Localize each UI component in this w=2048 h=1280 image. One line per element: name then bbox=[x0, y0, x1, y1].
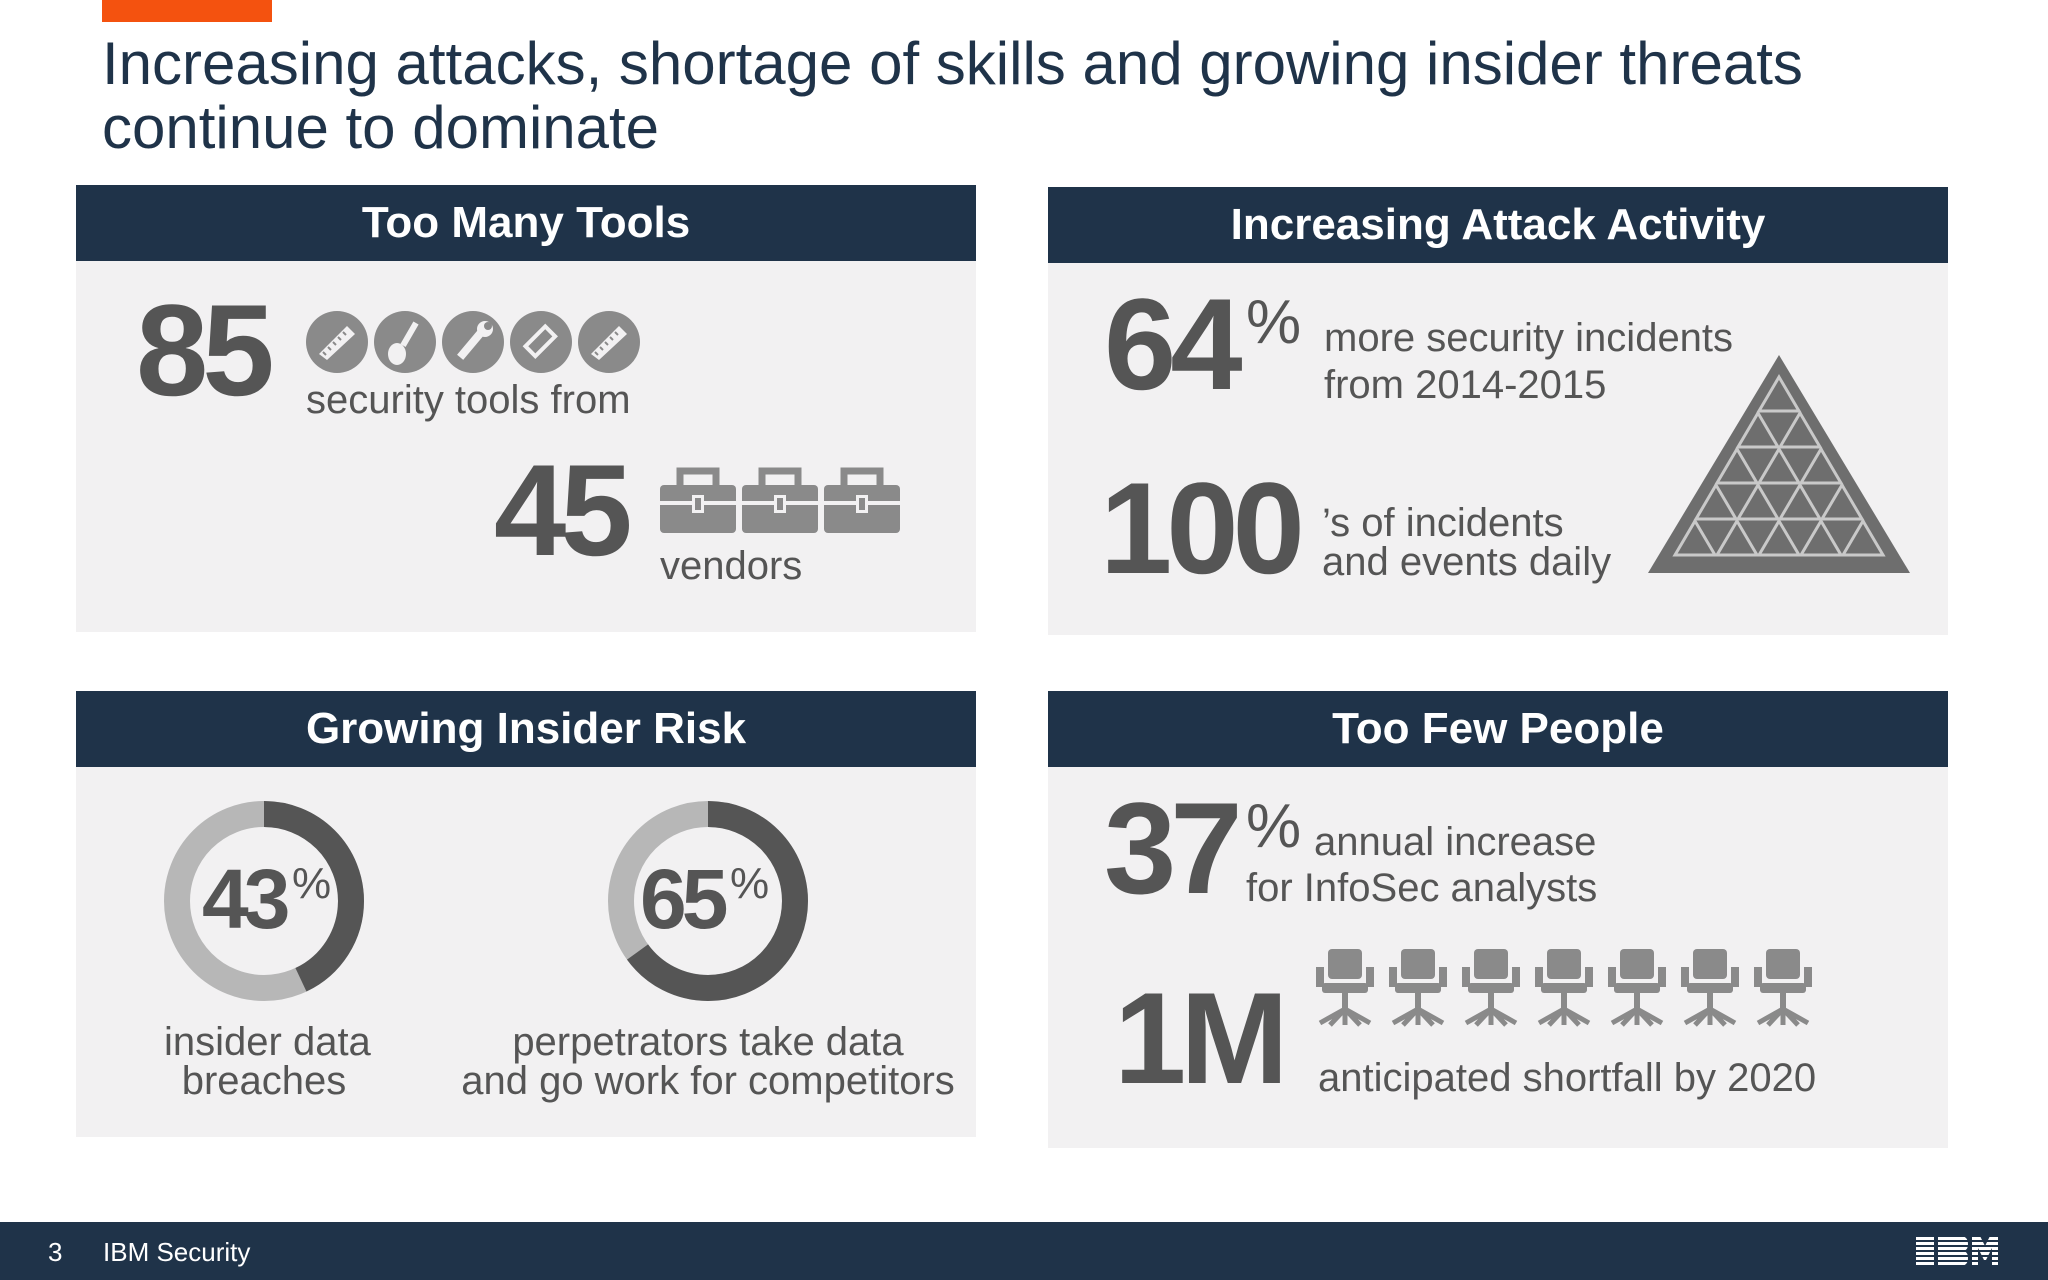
incident-caption-line1: more security incidents bbox=[1324, 316, 1734, 360]
office-chair-icon bbox=[1389, 949, 1447, 1025]
insider-breaches-unit: % bbox=[292, 859, 332, 908]
insider-breaches-value: 43 bbox=[202, 852, 290, 946]
tools-caption: security tools from bbox=[306, 378, 631, 422]
warning-pyramid-icon bbox=[1648, 355, 1910, 573]
vendors-count: 45 bbox=[494, 437, 633, 583]
perpetrators-caption-line1: perpetrators take data bbox=[512, 1020, 904, 1064]
wrench-icon bbox=[442, 311, 504, 373]
shortfall-value: 1M bbox=[1114, 965, 1289, 1111]
panel-increasing-attack-activity: Increasing Attack Activity 64 % more sec… bbox=[1048, 187, 1948, 635]
shovel-icon bbox=[374, 311, 436, 373]
analyst-caption-line2: for InfoSec analysts bbox=[1246, 866, 1598, 910]
office-chair-icon bbox=[1535, 949, 1593, 1025]
chair-icons-row bbox=[1314, 949, 1834, 1029]
panel-too-many-tools: Too Many Tools 85 bbox=[76, 185, 976, 632]
toolbox-icon bbox=[660, 467, 736, 533]
panel-heading: Too Many Tools bbox=[76, 185, 976, 261]
insider-breaches-donut bbox=[164, 801, 364, 1001]
tool-icons-row bbox=[304, 309, 644, 375]
hacksaw-icon bbox=[510, 311, 572, 373]
donut-value-arc bbox=[608, 801, 808, 1001]
tools-count: 85 bbox=[136, 277, 275, 423]
panel-heading: Too Few People bbox=[1048, 691, 1948, 767]
page-number: 3 bbox=[48, 1237, 63, 1267]
donut-value-arc bbox=[164, 801, 364, 1001]
toolbox-icon bbox=[742, 467, 818, 533]
footer-brand: IBM Security bbox=[103, 1237, 251, 1267]
panel-heading: Increasing Attack Activity bbox=[1048, 187, 1948, 263]
perpetrators-unit: % bbox=[730, 859, 770, 908]
incident-caption-line2: from 2014-2015 bbox=[1324, 363, 1607, 407]
accent-bar bbox=[102, 0, 272, 22]
insider-breaches-caption-line2: breaches bbox=[181, 1059, 347, 1103]
analyst-increase-unit: % bbox=[1246, 792, 1302, 861]
daily-caption-line1: ’s of incidents bbox=[1322, 501, 1564, 545]
office-chair-icon bbox=[1462, 949, 1520, 1025]
analyst-increase-value: 37 bbox=[1104, 775, 1243, 921]
incident-increase-unit: % bbox=[1246, 288, 1302, 357]
daily-caption-line2: and events daily bbox=[1322, 540, 1612, 584]
ibm-logo bbox=[1916, 1232, 1998, 1277]
perpetrators-donut bbox=[608, 801, 808, 1001]
vendor-icons-row bbox=[660, 463, 910, 535]
saw-icon bbox=[306, 311, 368, 373]
footer-bar: 3 IBM Security bbox=[0, 1222, 2048, 1280]
panel-too-few-people: Too Few People 37 % annual increase for … bbox=[1048, 691, 1948, 1148]
perpetrators-value: 65 bbox=[640, 852, 728, 946]
office-chair-icon bbox=[1316, 949, 1374, 1025]
saw-icon bbox=[578, 311, 640, 373]
office-chair-icon bbox=[1608, 949, 1666, 1025]
office-chair-icon bbox=[1681, 949, 1739, 1025]
vendors-caption: vendors bbox=[660, 544, 803, 588]
perpetrators-caption-line2: and go work for competitors bbox=[461, 1059, 955, 1103]
slide-title: Increasing attacks, shortage of skills a… bbox=[102, 30, 1803, 161]
panel-heading: Growing Insider Risk bbox=[76, 691, 976, 767]
panel-growing-insider-risk: Growing Insider Risk 43 % insider data b… bbox=[76, 691, 976, 1137]
incident-increase-value: 64 bbox=[1104, 271, 1243, 417]
insider-breaches-caption-line1: insider data bbox=[164, 1020, 371, 1064]
analyst-caption-line1: annual increase bbox=[1314, 820, 1597, 864]
shortfall-caption: anticipated shortfall by 2020 bbox=[1318, 1056, 1817, 1100]
office-chair-icon bbox=[1754, 949, 1812, 1025]
daily-incidents-value: 100 bbox=[1100, 455, 1305, 601]
toolbox-icon bbox=[824, 467, 900, 533]
